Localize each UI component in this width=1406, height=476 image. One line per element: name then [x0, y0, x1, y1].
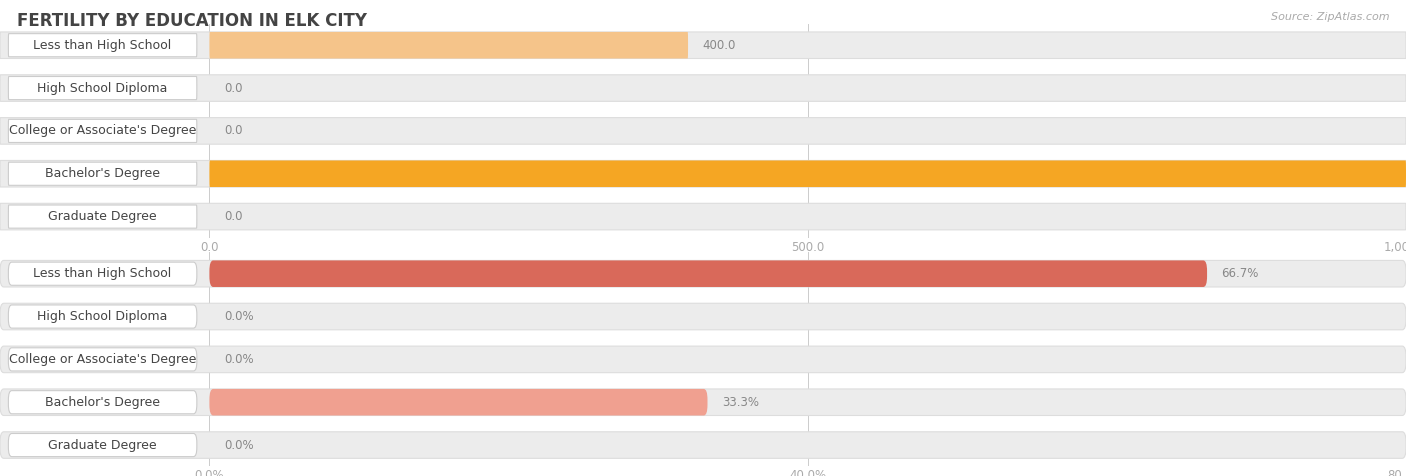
- Text: 0.0%: 0.0%: [224, 310, 253, 323]
- Text: Source: ZipAtlas.com: Source: ZipAtlas.com: [1271, 12, 1389, 22]
- Text: 33.3%: 33.3%: [721, 396, 759, 409]
- Text: Less than High School: Less than High School: [34, 39, 172, 52]
- Text: 66.7%: 66.7%: [1222, 267, 1258, 280]
- FancyBboxPatch shape: [0, 260, 1406, 287]
- Text: Bachelor's Degree: Bachelor's Degree: [45, 396, 160, 409]
- Text: College or Associate's Degree: College or Associate's Degree: [8, 353, 197, 366]
- FancyBboxPatch shape: [0, 303, 1406, 330]
- FancyBboxPatch shape: [0, 346, 1406, 373]
- FancyBboxPatch shape: [209, 160, 1406, 187]
- FancyBboxPatch shape: [8, 77, 197, 99]
- Text: 0.0: 0.0: [224, 210, 242, 223]
- FancyBboxPatch shape: [209, 260, 1208, 287]
- Text: College or Associate's Degree: College or Associate's Degree: [8, 124, 197, 138]
- FancyBboxPatch shape: [8, 34, 197, 57]
- Text: Graduate Degree: Graduate Degree: [48, 438, 157, 452]
- Text: Bachelor's Degree: Bachelor's Degree: [45, 167, 160, 180]
- FancyBboxPatch shape: [0, 203, 1406, 230]
- Text: 0.0: 0.0: [224, 81, 242, 95]
- FancyBboxPatch shape: [0, 32, 1406, 59]
- FancyBboxPatch shape: [8, 262, 197, 285]
- FancyBboxPatch shape: [8, 162, 197, 185]
- FancyBboxPatch shape: [8, 348, 197, 371]
- Text: 0.0%: 0.0%: [224, 353, 253, 366]
- FancyBboxPatch shape: [0, 75, 1406, 101]
- Text: 0.0%: 0.0%: [224, 438, 253, 452]
- Text: 400.0: 400.0: [703, 39, 735, 52]
- FancyBboxPatch shape: [209, 389, 707, 416]
- FancyBboxPatch shape: [0, 389, 1406, 416]
- FancyBboxPatch shape: [209, 32, 688, 59]
- Text: High School Diploma: High School Diploma: [38, 310, 167, 323]
- FancyBboxPatch shape: [8, 434, 197, 456]
- Text: FERTILITY BY EDUCATION IN ELK CITY: FERTILITY BY EDUCATION IN ELK CITY: [17, 12, 367, 30]
- FancyBboxPatch shape: [8, 119, 197, 142]
- Text: Less than High School: Less than High School: [34, 267, 172, 280]
- Text: Graduate Degree: Graduate Degree: [48, 210, 157, 223]
- Text: High School Diploma: High School Diploma: [38, 81, 167, 95]
- FancyBboxPatch shape: [8, 205, 197, 228]
- FancyBboxPatch shape: [8, 391, 197, 414]
- FancyBboxPatch shape: [0, 118, 1406, 144]
- FancyBboxPatch shape: [0, 432, 1406, 458]
- FancyBboxPatch shape: [0, 160, 1406, 187]
- Text: 0.0: 0.0: [224, 124, 242, 138]
- FancyBboxPatch shape: [8, 305, 197, 328]
